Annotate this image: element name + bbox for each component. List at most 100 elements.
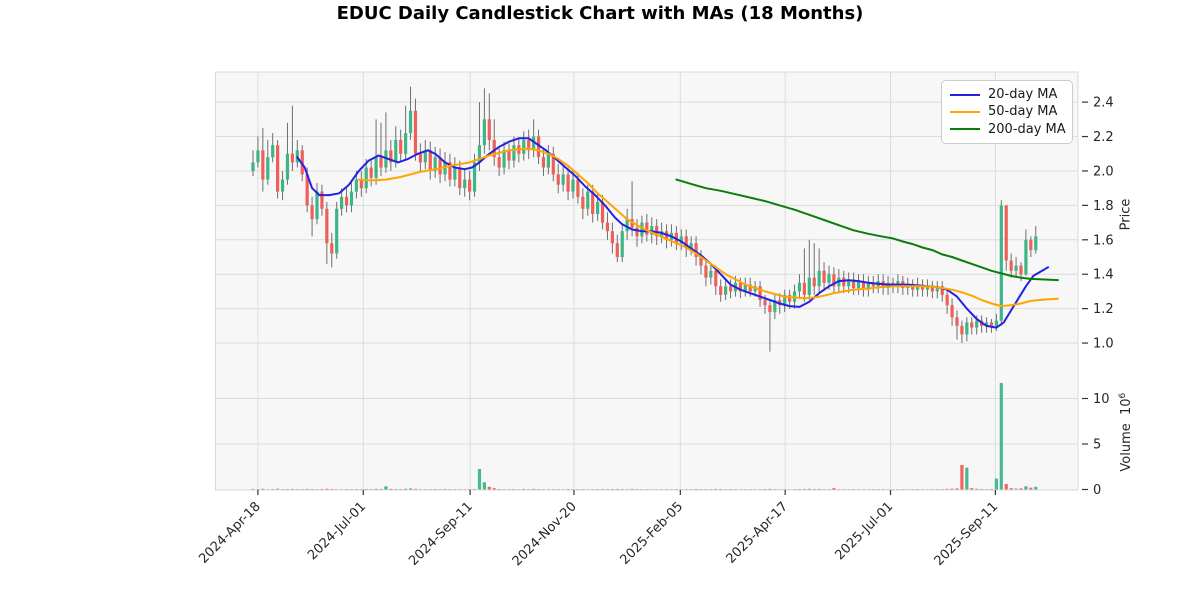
candle-body [423,150,427,163]
candle-body [438,157,442,175]
volume-bar [620,489,624,490]
candle-body [994,320,998,326]
candle-body [689,243,693,249]
candle-body [817,270,821,287]
candle-body [364,167,368,189]
candle-body [507,150,511,161]
candle-body [271,145,275,158]
candle-body [497,157,501,168]
candle-body [679,236,683,244]
candle-body [330,243,334,254]
candle-body [320,191,324,209]
volume-bar [487,486,491,490]
candle-body [709,270,713,278]
x-tick-label: 2025-Sep-11 [932,499,1002,569]
candle-body [502,150,506,168]
volume-bar [418,489,422,490]
volume-bar [295,489,299,490]
legend-item-ma50: 50-day MA [950,103,1064,120]
volume-bar [911,489,915,490]
candle-body [620,231,624,258]
candle-body [960,325,964,335]
price-tick-label: 1.6 [1093,233,1114,248]
candle-body [763,300,767,306]
candle-body [290,153,294,163]
candle-body [925,286,930,290]
candle-body [625,219,629,232]
candle-body [285,153,290,180]
volume-bar [408,488,413,490]
price-tick-label: 2.4 [1093,96,1114,111]
candle-body [354,179,358,192]
candle-body [344,196,349,206]
volume-bar [610,489,614,490]
x-tick-label: 2024-Jul-01 [305,499,369,563]
volume-bar [330,488,334,490]
candle-body [280,179,285,192]
plot-background [215,72,1078,490]
candle-body [930,286,934,292]
volume-bar [556,489,560,490]
candle-body [704,265,708,278]
candle-body [807,277,811,295]
legend-item-ma200: 200-day MA [950,121,1066,138]
ma50-line [357,147,1059,308]
candle-body [374,157,378,178]
candle-body [728,286,733,292]
volume-bar [300,489,304,490]
volume-bar [305,488,309,490]
candle-body [310,205,314,220]
volume-bar [581,489,585,490]
candle-body [605,222,610,232]
legend-label: 50-day MA [988,104,1058,120]
volume-bar [1019,488,1023,490]
candle-body [433,157,437,171]
x-axis: 2024-Apr-18 2024-Jul-01 2024-Sep-11 2024-No… [196,490,1001,569]
volume-bar [999,383,1003,490]
volume-bar [615,488,619,490]
candle-body [738,282,742,292]
x-tick-label: 2025-Jul-01 [832,499,896,563]
volume-bar [792,489,797,490]
candle-body [428,150,432,171]
candle-body [719,286,723,295]
volume-bar [591,489,595,490]
candle-body [975,320,979,328]
candle-body [871,282,875,287]
volume-bar [502,489,506,490]
volume-bar [719,489,723,490]
candle-body [541,157,546,168]
volume-bar [955,488,959,490]
candle-body [472,162,477,192]
candle-body [266,157,270,180]
volume-bar [310,489,314,490]
volume-bar [349,489,354,490]
volume-bar [1024,486,1028,490]
candle-body [773,300,777,313]
candle-body [640,222,644,237]
x-tick-label: 2024-Apr-18 [196,499,263,566]
volume-bar [468,489,472,490]
candle-body [965,322,969,335]
candle-body [856,281,861,288]
volume-bar [315,489,319,490]
candle-body [743,284,747,292]
candle-body [527,139,531,151]
volume-bar [536,489,541,490]
candle-body [482,119,486,146]
volume-bar [477,469,482,490]
volume-bar [600,488,605,490]
candle-body [522,139,526,154]
volume-bar [453,489,457,490]
candle-body [536,136,541,158]
candle-body [379,157,383,168]
volume-bar [320,488,324,490]
price-axis-ticks: 2.4 2.2 2.0 1.8 1.6 1.4 1.2 1.0 [1082,96,1114,352]
x-tick-label: 2024-Nov-20 [510,499,580,569]
volume-bar [694,489,698,490]
volume-bar [290,488,294,490]
volume-tick-label: 5 [1093,437,1101,452]
volume-axis-label: Volume 106 [1117,392,1135,472]
candle-body [714,270,718,287]
candle-body [413,110,418,154]
